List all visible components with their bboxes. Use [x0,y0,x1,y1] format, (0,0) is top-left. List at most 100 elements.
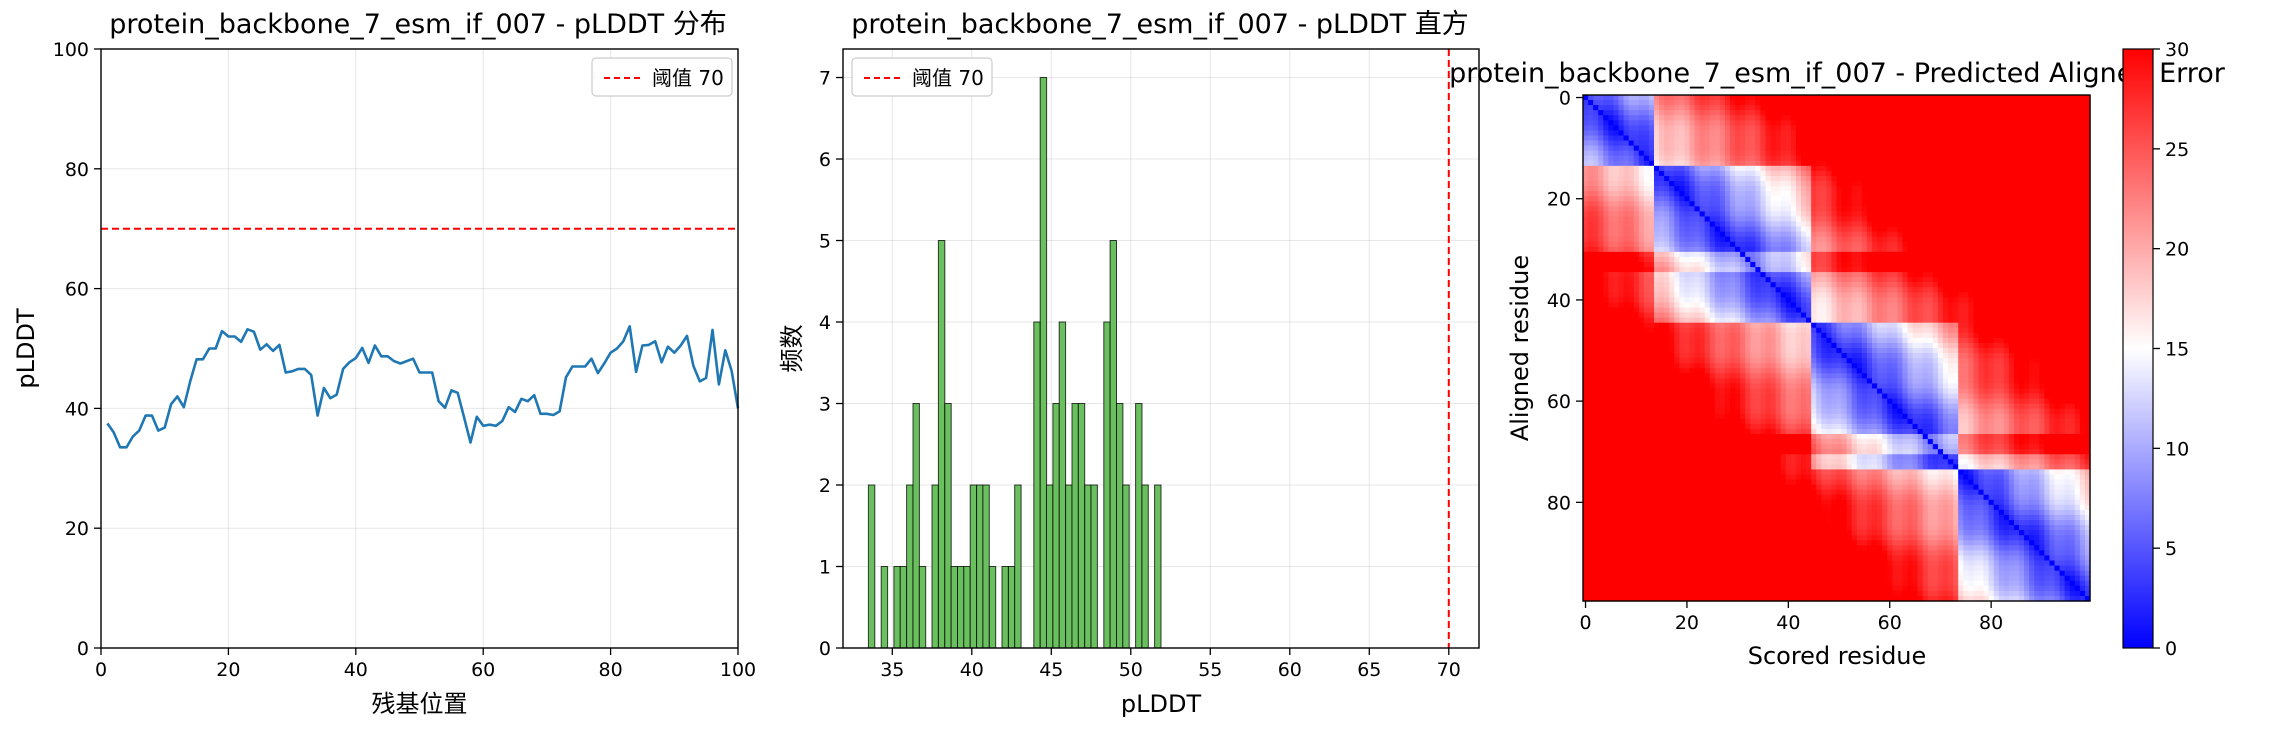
pae-heatmap-cell [2014,277,2020,283]
pae-heatmap-cell [1923,196,1929,202]
pae-heatmap-cell [2060,130,2066,136]
pae-heatmap-cell [1943,287,1949,293]
pae-heatmap-cell [1857,282,1863,288]
pae-heatmap-cell [1598,252,1604,258]
pae-heatmap-cell [1781,186,1787,192]
pae-heatmap-cell [1831,211,1837,217]
pae-heatmap-cell [2029,105,2035,111]
pae-heatmap-cell [1837,191,1843,197]
pae-heatmap-cell [1938,292,1944,298]
pae-heatmap-cell [1674,125,1680,131]
pae-heatmap-cell [2080,252,2086,258]
pae-heatmap-cell [2049,227,2055,233]
pae-heatmap-cell [1887,277,1893,283]
histogram-title: protein_backbone_7_esm_if_007 - pLDDT 直方 [851,9,1468,40]
pae-heatmap-cell [1664,267,1670,273]
pae-heatmap-cell [1679,110,1685,116]
pae-heatmap-cell [1938,328,1944,334]
histogram-bar [983,485,989,648]
pae-heatmap-cell [1755,313,1761,319]
pae-heatmap-cell [1679,267,1685,273]
pae-heatmap-cell [1867,146,1873,152]
pae-heatmap-cell [2075,176,2081,182]
pae-heatmap-cell [2080,292,2086,298]
pae-heatmap-cell [1948,323,1954,329]
pae-heatmap-cell [1811,242,1817,248]
pae-heatmap-cell [2065,232,2071,238]
pae-heatmap-cell [1786,302,1792,308]
pae-heatmap-cell [1831,110,1837,116]
pae-heatmap-cell [1847,100,1853,106]
pae-heatmap-cell [1857,120,1863,126]
pae-heatmap-cell [1862,120,1868,126]
pae-heatmap-cell [2055,222,2061,228]
pae-heatmap-cell [1811,302,1817,308]
pae-heatmap-cell [1897,287,1903,293]
pae-heatmap-cell [1837,120,1843,126]
histogram-x-tick-label: 50 [1119,659,1143,681]
pae-heatmap-cell [1963,267,1969,273]
pae-heatmap-cell [1735,146,1741,152]
pae-heatmap-cell [1867,206,1873,212]
pae-heatmap-cell [1654,267,1660,273]
pae-heatmap-cell [1755,135,1761,141]
pae-heatmap-cell [1831,308,1837,314]
pae-heatmap-cell [1750,161,1756,167]
pae-heatmap-cell [1948,201,1954,207]
pae-heatmap-cell [1867,105,1873,111]
pae-heatmap-cell [1608,176,1614,182]
pae-heatmap-cell [1973,191,1979,197]
pae-heatmap-cell [1664,211,1670,217]
pae-heatmap-cell [1887,130,1893,136]
pae-heatmap-cell [1857,277,1863,283]
pae-heatmap-cell [1877,257,1883,263]
pae-heatmap-cell [1831,272,1837,278]
pae-heatmap-cell [1613,100,1619,106]
pae-heatmap-cell [1710,146,1716,152]
pae-heatmap-cell [1953,181,1959,187]
pae-heatmap-cell [1624,323,1630,329]
pae-heatmap-cell [1928,323,1934,329]
pae-heatmap-cell [2034,277,2040,283]
pae-heatmap-cell [1776,287,1782,293]
pae-heatmap-cell [1902,262,1908,268]
pae-heatmap-cell [2004,247,2010,253]
line-chart-xlabel: 残基位置 [372,690,468,718]
pae-heatmap-cell [1634,191,1640,197]
pae-heatmap-cell [1816,292,1822,298]
pae-heatmap-cell [1984,95,1990,101]
pae-heatmap-cell [1816,141,1822,147]
pae-heatmap-cell [2039,252,2045,258]
pae-heatmap-cell [1700,201,1706,207]
pae-heatmap-cell [1776,135,1782,141]
pae-heatmap-cell [1745,130,1751,136]
pae-heatmap-cell [1634,186,1640,192]
pae-heatmap-cell [1689,130,1695,136]
pae-heatmap-cell [2009,257,2015,263]
pae-heatmap-cell [1978,313,1984,319]
pae-heatmap-cell [1938,166,1944,172]
pae-heatmap-cell [2014,232,2020,238]
pae-heatmap-cell [1771,237,1777,243]
pae-heatmap-cell [2004,176,2010,182]
pae-heatmap-cell [1994,262,2000,268]
pae-heatmap-cell [1791,237,1797,243]
pae-heatmap-cell [1882,161,1888,167]
pae-heatmap-cell [1989,222,1995,228]
pae-heatmap-cell [1776,196,1782,202]
pae-heatmap-cell [1608,125,1614,131]
histogram-bar [958,567,964,649]
pae-heatmap-cell [1760,201,1766,207]
pae-heatmap-cell [1796,176,1802,182]
pae-heatmap-cell [1654,156,1660,162]
pae-heatmap-cell [1598,171,1604,177]
pae-heatmap-cell [1679,151,1685,157]
pae-heatmap-cell [2065,115,2071,121]
pae-heatmap-cell [1831,297,1837,303]
pae-heatmap-cell [1994,232,2000,238]
pae-heatmap-cell [1872,328,1878,334]
pae-heatmap-cell [1862,176,1868,182]
pae-heatmap-cell [1608,216,1614,222]
pae-heatmap-cell [2039,323,2045,329]
pae-heatmap-cell [2014,333,2020,339]
